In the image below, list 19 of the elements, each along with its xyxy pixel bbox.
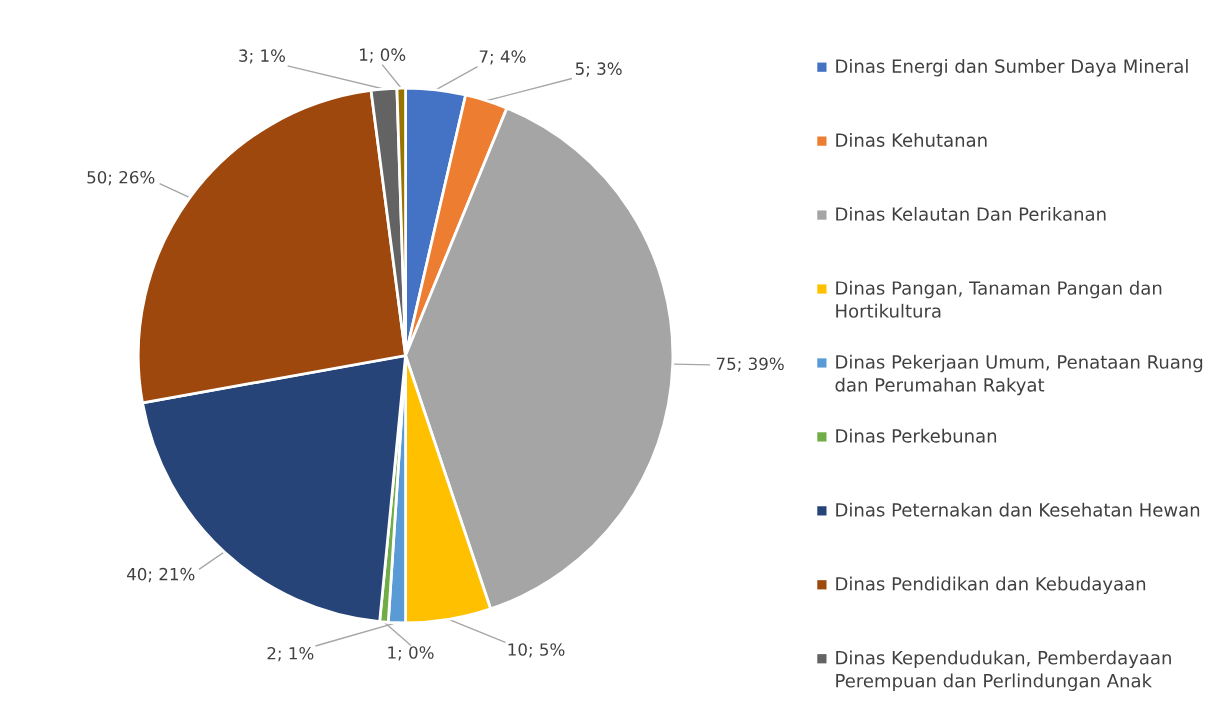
data-label: 2; 1% — [267, 646, 314, 662]
data-label: 50; 26% — [87, 170, 155, 186]
legend-label: Dinas Pekerjaan Umum, Penataan Ruang dan Perumahan Rakyat — [835, 354, 1203, 396]
legend-label: Dinas Pangan, Tanaman Pangan dan Hortikultura — [836, 280, 1162, 318]
legend-label: Dinas Peternakan dan Kesehatan Hewan — [836, 502, 1200, 517]
data-label: 75; 39% — [716, 357, 784, 372]
data-label: 10; 5% — [508, 643, 565, 658]
data-label: 40; 21% — [127, 567, 195, 583]
data-label: 1; 0% — [360, 48, 406, 63]
data-label: 5; 3% — [575, 62, 622, 77]
data-label: 7; 4% — [479, 50, 526, 65]
legend-label: Dinas Kelautan Dan Perikanan — [836, 206, 1106, 221]
legend-label: Dinas Kehutanan — [836, 132, 987, 147]
data-label: 3; 1% — [239, 49, 286, 64]
legend-label: Dinas Perkebunan — [836, 428, 997, 443]
legend-label: Dinas Kependudukan, Pemberdayaan Perempuan dan Perlindungan Anak — [836, 650, 1171, 691]
legend-label: Dinas Pendidikan dan Kebudayaan — [836, 576, 1146, 595]
legend-label: Dinas Energi dan Sumber Daya Mineral — [836, 59, 1188, 77]
data-label: 1; 0% — [388, 646, 434, 661]
